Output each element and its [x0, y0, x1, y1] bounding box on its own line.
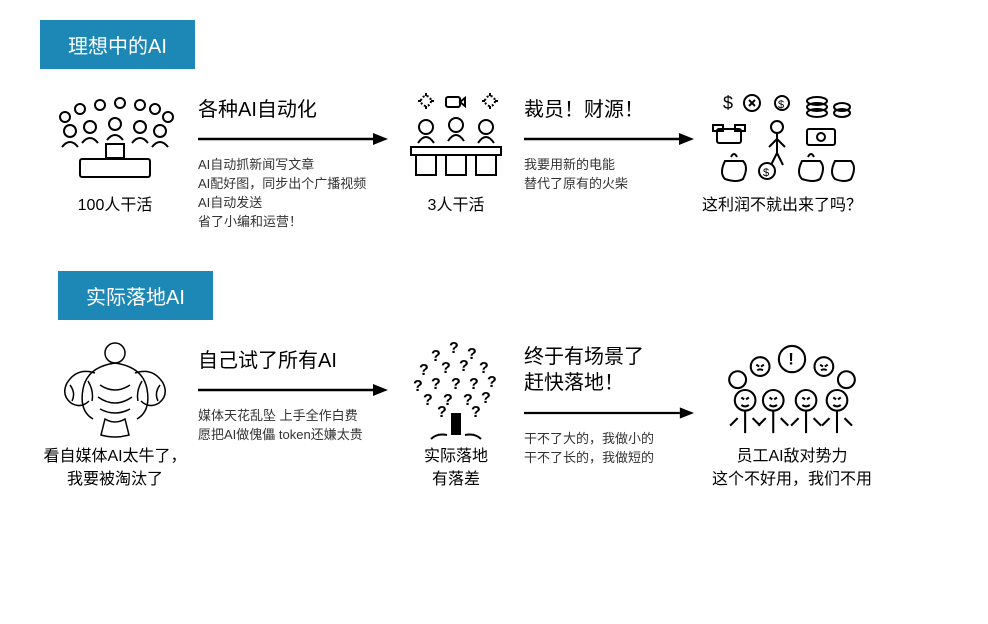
- svg-text:?: ?: [431, 376, 441, 393]
- arrow-title: 自己试了所有AI: [198, 344, 337, 373]
- svg-text:$: $: [778, 99, 784, 111]
- svg-text:!: !: [788, 350, 794, 369]
- arrow-title: 终于有场景了 赶快落地！: [524, 344, 644, 396]
- arrow-icon: [198, 379, 388, 401]
- svg-text:?: ?: [437, 404, 447, 421]
- money-profit-icon: $ $ $: [707, 89, 857, 189]
- arrow-desc: 我要用新的电能 替代了原有的火柴: [524, 156, 628, 194]
- stage-label: 实际落地 有落差: [424, 446, 488, 491]
- stage-label: 100人干活: [78, 195, 153, 217]
- arrow-title: 裁员！财源！: [524, 93, 644, 122]
- svg-text:$: $: [723, 93, 733, 113]
- stage-label: 这利润不就出来了吗？: [702, 195, 862, 217]
- stage-100-people: 100人干活: [40, 89, 190, 217]
- svg-text:?: ?: [431, 348, 441, 365]
- svg-text:?: ?: [471, 404, 481, 421]
- svg-text:?: ?: [449, 340, 459, 357]
- arrow-tried-all: 自己试了所有AI 媒体天花乱坠 上手全作白费 愿把AI做傀儡 token还嫌太贵: [198, 340, 388, 445]
- section-real-ai: 实际落地AI 看自媒体AI太牛了， 我要被淘汰了: [40, 271, 948, 491]
- svg-text:?: ?: [451, 376, 461, 393]
- arrow-icon: [524, 402, 694, 424]
- stage-label: 员工AI敌对势力 这个不好用，我们不用: [712, 446, 872, 491]
- header-badge-ideal: 理想中的AI: [40, 20, 195, 69]
- svg-text:?: ?: [441, 360, 451, 377]
- stage-label: 3人干活: [428, 195, 485, 217]
- stage-gap: ??? ???? ????? ???? ?? 实际落地 有落差: [396, 340, 516, 491]
- stage-profit: $ $ $ 这利润不就出来了吗？: [702, 89, 862, 217]
- stage-muscular: 看自媒体AI太牛了， 我要被淘汰了: [40, 340, 190, 491]
- arrow-finally-scene: 终于有场景了 赶快落地！ 干不了大的，我做小的 干不了长的，我做短的: [524, 340, 704, 468]
- muscular-figure-icon: [40, 340, 190, 440]
- header-badge-real: 实际落地AI: [58, 271, 213, 320]
- question-tree-icon: ??? ???? ????? ???? ??: [396, 340, 516, 440]
- crowd-working-icon: [40, 89, 190, 189]
- flow-row-ideal: 100人干活 各种AI自动化 AI自动抓新闻写文章 AI配好图，同步出个广播视频…: [40, 89, 948, 231]
- arrow-icon: [198, 128, 388, 150]
- svg-text:?: ?: [487, 374, 497, 391]
- svg-text:?: ?: [459, 358, 469, 375]
- svg-text:?: ?: [469, 376, 479, 393]
- arrow-icon: [524, 128, 694, 150]
- arrow-layoff: 裁员！财源！ 我要用新的电能 替代了原有的火柴: [524, 89, 694, 194]
- arrow-automation: 各种AI自动化 AI自动抓新闻写文章 AI配好图，同步出个广播视频 AI自动发送…: [198, 89, 388, 231]
- arrow-title: 各种AI自动化: [198, 93, 317, 122]
- arrow-desc: 媒体天花乱坠 上手全作白费 愿把AI做傀儡 token还嫌太贵: [198, 407, 363, 445]
- svg-text:?: ?: [481, 390, 491, 407]
- stage-label: 看自媒体AI太牛了， 我要被淘汰了: [43, 446, 186, 491]
- section-ideal-ai: 理想中的AI 100人干活: [40, 20, 948, 231]
- svg-text:?: ?: [423, 392, 433, 409]
- svg-text:?: ?: [413, 378, 423, 395]
- svg-text:?: ?: [419, 362, 429, 379]
- flow-row-real: 看自媒体AI太牛了， 我要被淘汰了 自己试了所有AI 媒体天花乱坠 上手全作白费…: [40, 340, 948, 491]
- svg-text:$: $: [763, 167, 769, 179]
- stage-hostile: ! 员工AI敌对势力 这个不好用，我们不用: [712, 340, 872, 491]
- arrow-desc: AI自动抓新闻写文章 AI配好图，同步出个广播视频 AI自动发送 省了小编和运营…: [198, 156, 366, 231]
- three-at-desk-icon: [396, 89, 516, 189]
- angry-crowd-icon: !: [717, 340, 867, 440]
- arrow-desc: 干不了大的，我做小的 干不了长的，我做短的: [524, 430, 654, 468]
- stage-3-people: 3人干活: [396, 89, 516, 217]
